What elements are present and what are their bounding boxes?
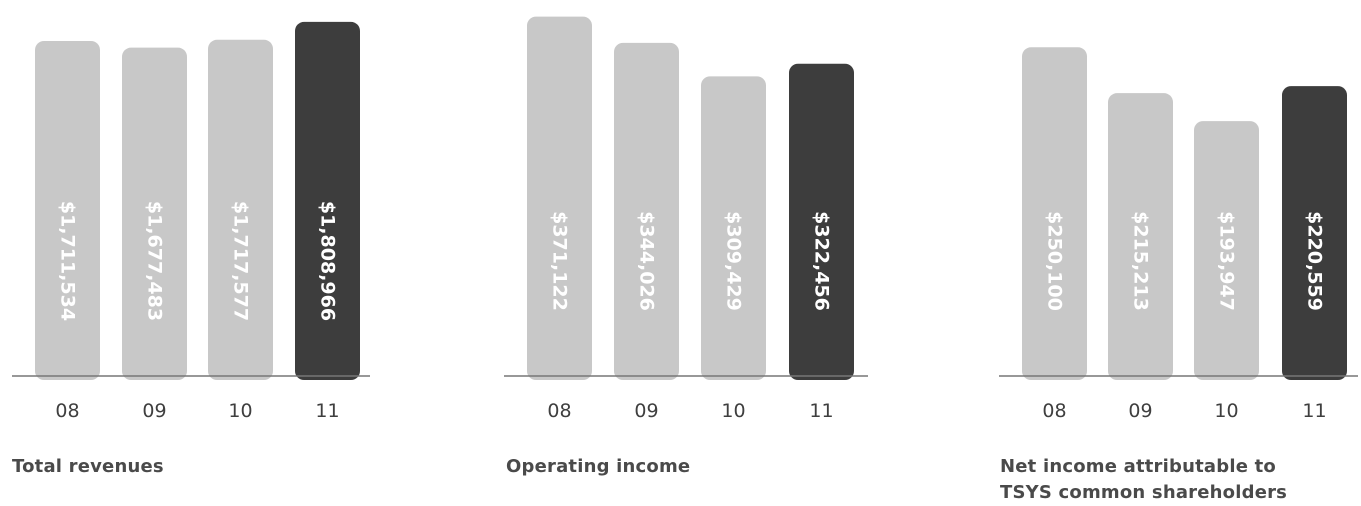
x-tick-label: 09 — [142, 400, 166, 422]
bar-10 — [1194, 121, 1259, 380]
bar-chart-operating-income: $371,122 08 $344,026 09 $309,429 10 $322,456 11 — [504, 16, 868, 422]
bar-09 — [1108, 93, 1173, 381]
bar-10 — [701, 76, 766, 381]
chart-title-net-income: Net income attributable to TSYS common s… — [1000, 456, 1288, 503]
bar-08 — [527, 16, 592, 380]
x-tick-label: 10 — [228, 400, 252, 422]
bar-value-label: $322,456 — [811, 211, 833, 311]
bar-value-label: $371,122 — [549, 211, 571, 311]
bar-value-label: $1,808,966 — [317, 201, 339, 321]
bar-chart-total-revenues: $1,711,534 08 $1,677,483 09 $1,717,577 10 $1,8… — [12, 21, 370, 422]
bar-11 — [789, 63, 854, 381]
bar-value-label: $1,711,534 — [57, 201, 79, 321]
x-tick-label: 08 — [55, 400, 79, 422]
chart-panel-total-revenues: $1,711,534 08 $1,677,483 09 $1,717,577 10 $1,8… — [0, 0, 420, 504]
bar-value-label: $1,677,483 — [144, 201, 166, 321]
x-tick-label: 10 — [1214, 400, 1238, 422]
bar-value-label: $220,559 — [1304, 211, 1326, 311]
bar-11 — [1282, 86, 1347, 380]
x-tick-label: 11 — [1302, 400, 1326, 422]
bar-10 — [208, 39, 273, 381]
x-tick-label: 09 — [634, 400, 658, 422]
bar-chart-net-income: $250,100 08 $215,213 09 $193,947 10 $220,559 11 — [999, 47, 1358, 422]
bar-08 — [35, 40, 100, 381]
chart-panel-net-income: $250,100 08 $215,213 09 $193,947 10 $220,559 11… — [996, 0, 1361, 504]
chart-title-total-revenues: Total revenues — [12, 456, 164, 477]
bar-value-label: $309,429 — [723, 211, 745, 311]
chart-title-operating-income: Operating income — [506, 456, 691, 477]
x-tick-label: 09 — [1128, 400, 1152, 422]
bar-value-label: $215,213 — [1130, 211, 1152, 311]
bar-value-label: $1,717,577 — [230, 201, 252, 321]
bar-value-label: $193,947 — [1216, 211, 1238, 311]
x-tick-label: 11 — [809, 400, 833, 422]
x-tick-label: 08 — [1042, 400, 1066, 422]
x-tick-label: 11 — [315, 400, 339, 422]
bar-value-label: $250,100 — [1044, 211, 1066, 311]
x-tick-label: 10 — [721, 400, 745, 422]
x-tick-label: 08 — [547, 400, 571, 422]
bar-09 — [122, 47, 187, 380]
bar-11 — [295, 21, 360, 380]
bar-08 — [1022, 47, 1087, 380]
chart-panel-operating-income: $371,122 08 $344,026 09 $309,429 10 $322,456 11… — [500, 0, 920, 504]
bar-value-label: $344,026 — [636, 211, 658, 311]
bar-09 — [614, 42, 679, 380]
